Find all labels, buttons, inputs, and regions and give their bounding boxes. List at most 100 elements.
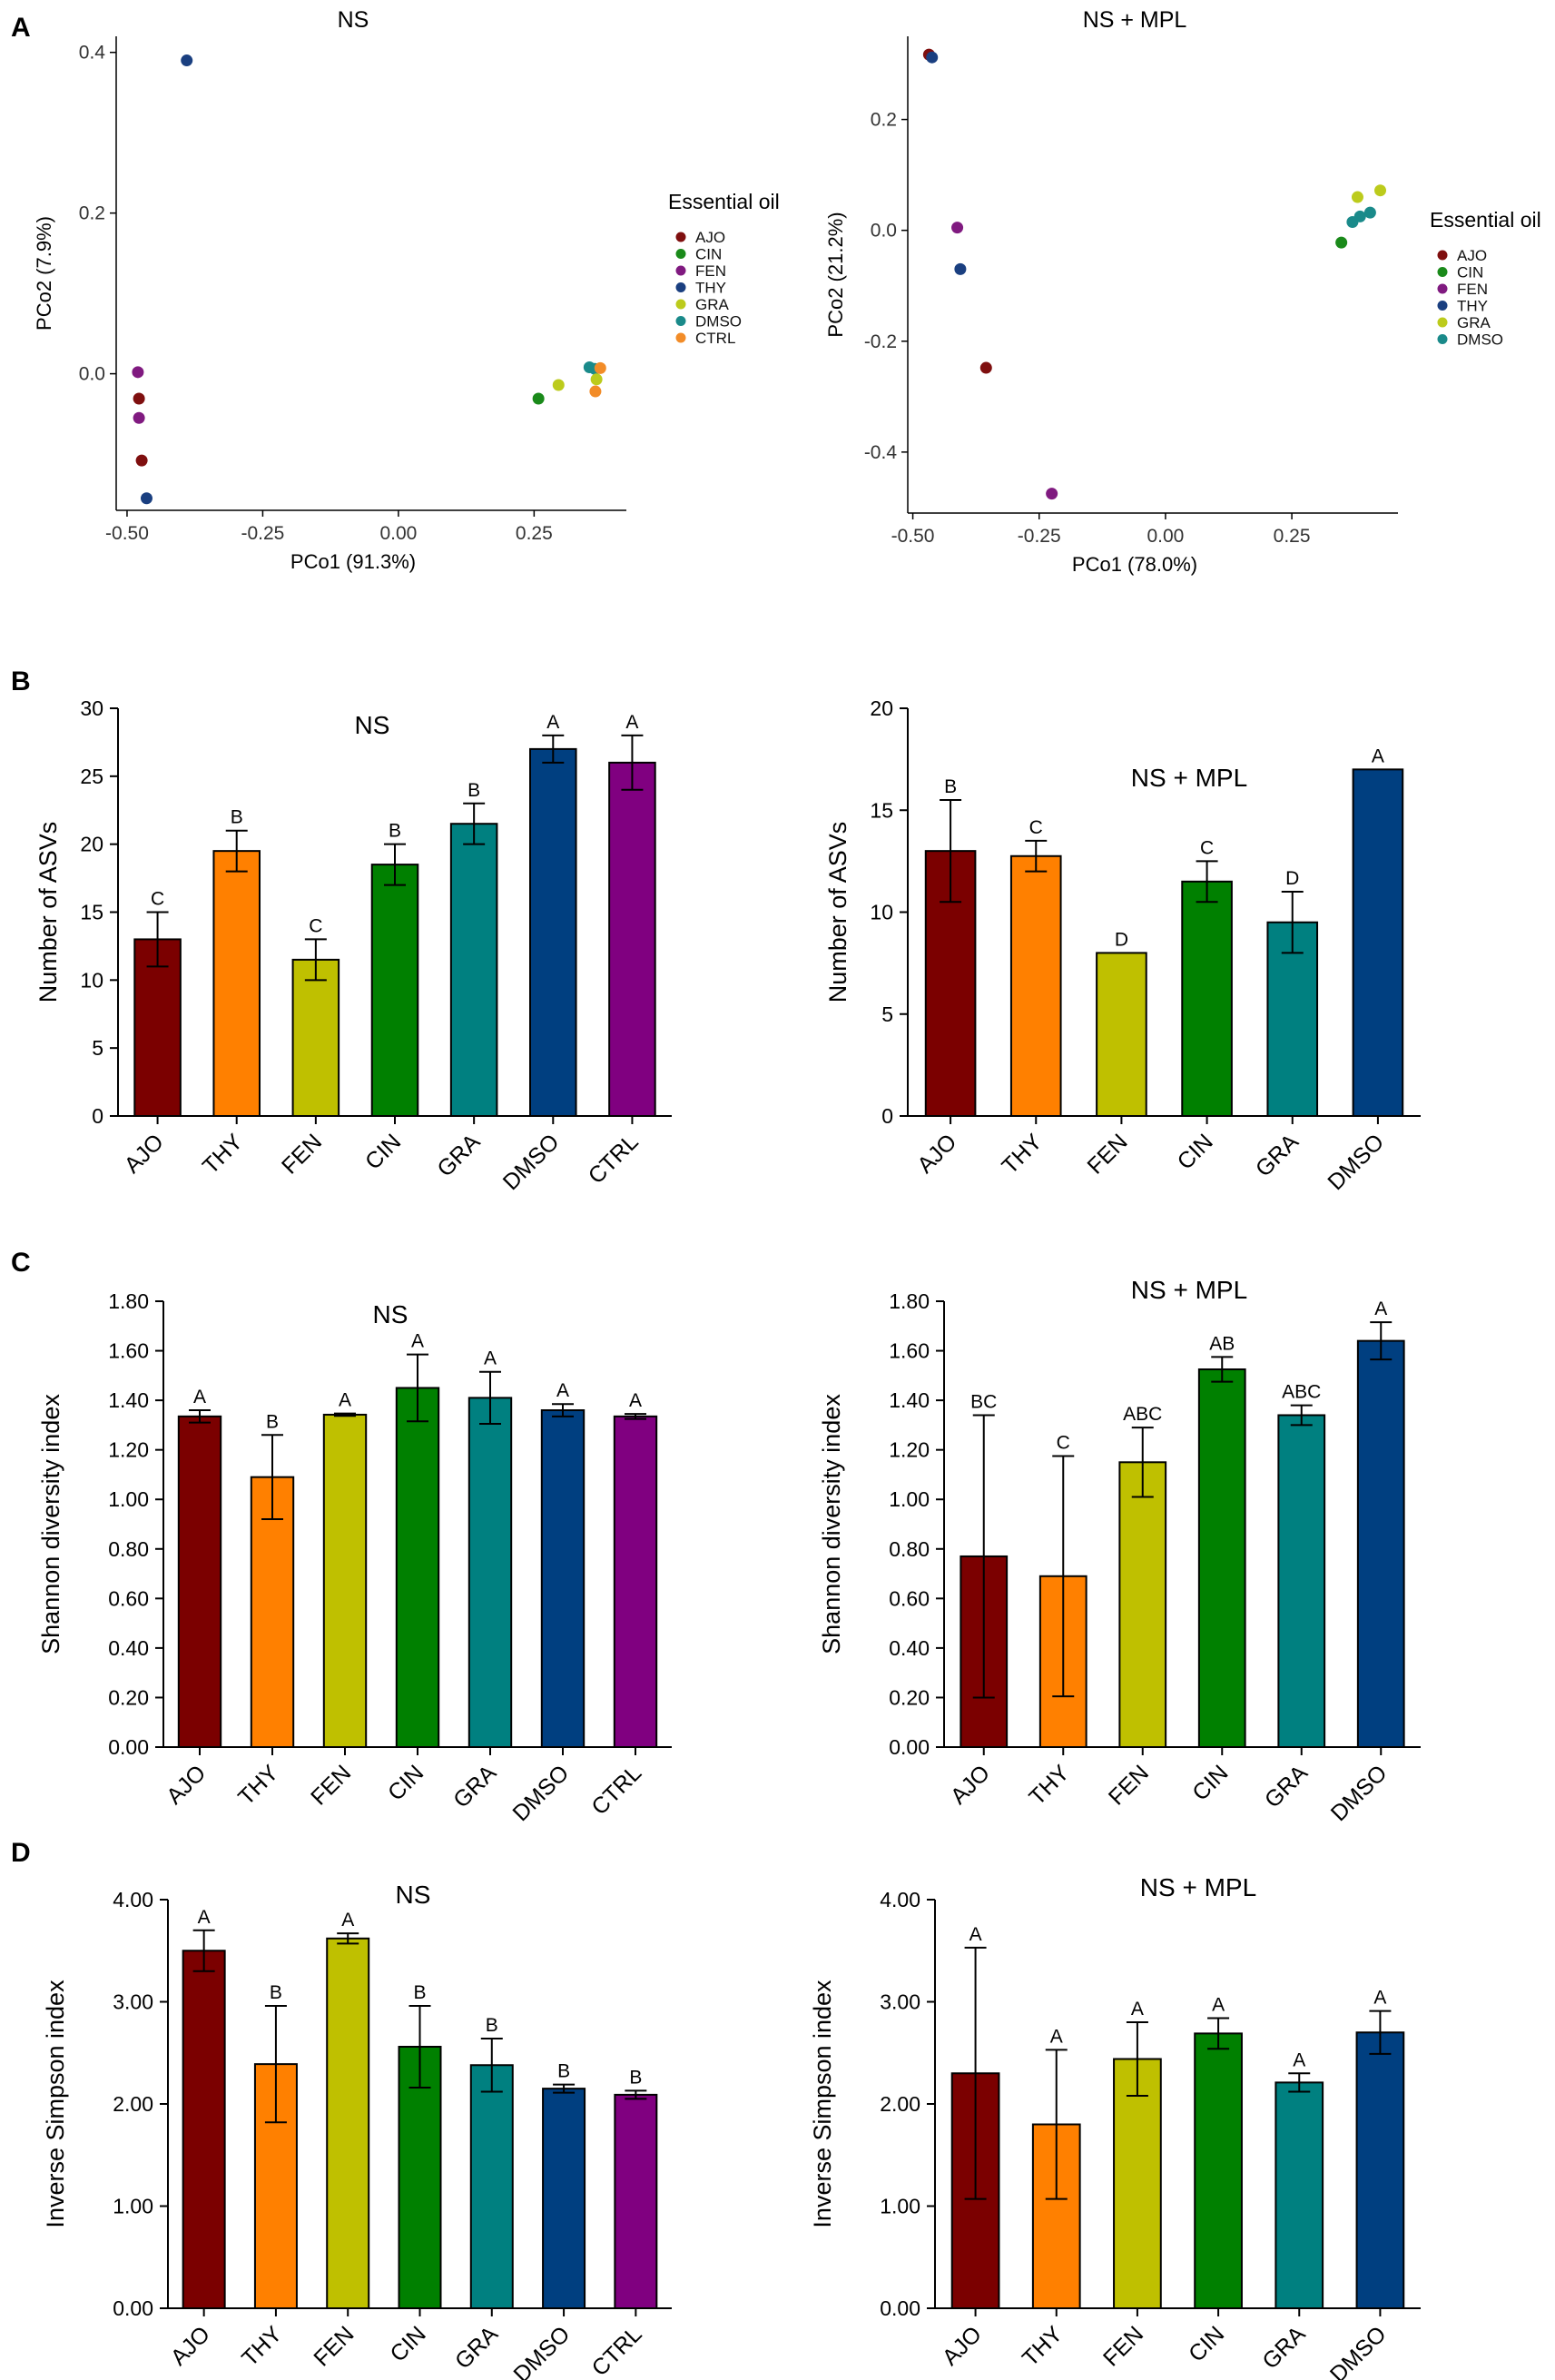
x-tick-label: CIN: [1187, 1760, 1233, 1805]
x-tick-label: FEN: [277, 1129, 327, 1179]
bar: [212, 850, 261, 1118]
y-tick-label: 30: [80, 696, 103, 720]
legend-marker: [1437, 250, 1448, 261]
y-tick-label: 0.2: [79, 203, 105, 224]
x-tick-label: FEN: [1104, 1760, 1154, 1810]
y-axis-label: PCo2 (21.2%): [824, 212, 847, 337]
bar: [1355, 2031, 1405, 2309]
legend-label: FEN: [695, 262, 726, 280]
y-tick-label: 1.00: [108, 1487, 149, 1511]
bar: [1197, 1368, 1246, 1749]
y-tick-label: 0: [92, 1104, 103, 1128]
pcoa-ns-mpl-chart: -0.50 -0.25 0.00 0.25 -0.4 -0.2 0.0 0.2 NS + MPL…: [824, 7, 1541, 576]
y-tick-label: 5: [92, 1036, 103, 1060]
y-tick-label: 1.00: [113, 2195, 153, 2218]
x-tick-label: THY: [997, 1129, 1047, 1179]
data-point: [1374, 184, 1387, 197]
x-tick-label: CIN: [1184, 2321, 1229, 2366]
x-tick-label: GRA: [1257, 2321, 1310, 2374]
legend-label: GRA: [1457, 314, 1491, 331]
bar: [182, 1950, 226, 2309]
bar: [608, 761, 656, 1117]
legend-label: CIN: [1457, 264, 1483, 281]
x-tick-label: 0.25: [516, 523, 553, 544]
significance-letter: A: [546, 712, 559, 733]
panel-label-d: D: [11, 1838, 31, 1868]
legend-label: DMSO: [1457, 331, 1503, 349]
legend-label: AJO: [1457, 247, 1487, 264]
x-tick-label: CTRL: [584, 1129, 644, 1189]
x-tick-label: -0.50: [891, 526, 935, 547]
y-tick-label: 3.00: [880, 1990, 920, 2014]
x-tick-label: THY: [1024, 1760, 1074, 1810]
x-axis-label: PCo1 (78.0%): [1072, 553, 1197, 576]
y-tick-label: 0.2: [871, 110, 897, 131]
x-tick-label: GRA: [450, 2321, 503, 2374]
significance-letter: BC: [970, 1391, 997, 1412]
significance-letter: B: [231, 807, 243, 828]
significance-letter: A: [198, 1907, 211, 1928]
data-point: [135, 454, 148, 467]
significance-letter: B: [467, 780, 480, 801]
legend-label: CIN: [695, 246, 722, 263]
x-tick-label: DMSO: [508, 2321, 575, 2380]
significance-letter: A: [484, 1348, 497, 1369]
y-tick-label: 0.00: [880, 2296, 920, 2320]
bar: [1356, 1339, 1405, 1748]
x-tick-label: -0.50: [105, 523, 149, 544]
chart-title: NS + MPL: [1083, 7, 1187, 33]
significance-letter: A: [1373, 1988, 1386, 2009]
data-point: [1353, 210, 1366, 222]
legend-label: CTRL: [695, 330, 735, 347]
x-tick-label: GRA: [432, 1129, 485, 1181]
x-axis-label: PCo1 (91.3%): [290, 550, 416, 573]
x-tick-label: AJO: [120, 1129, 169, 1178]
chart-title: NS + MPL: [1131, 1276, 1247, 1304]
y-axis-label: Inverse Simpson index: [809, 1980, 836, 2228]
x-tick-label: AJO: [162, 1760, 211, 1809]
x-tick-label: DMSO: [498, 1129, 565, 1195]
bar: [1181, 880, 1233, 1117]
x-tick-label: AJO: [912, 1129, 961, 1178]
legend-label: GRA: [695, 296, 730, 313]
legend-marker: [1437, 301, 1448, 311]
legend-label: THY: [695, 280, 726, 297]
invsimpson-ns-mpl-chart: 0.00 1.00 2.00 3.00 4.00 NS + MPL Inverse Simp…: [809, 1873, 1421, 2380]
significance-letter: B: [944, 776, 957, 797]
x-tick-label: CTRL: [586, 1760, 646, 1820]
y-tick-label: 0.00: [113, 2296, 153, 2320]
chart-title: NS: [338, 7, 369, 33]
legend-marker: [675, 249, 686, 259]
y-tick-label: 0.00: [889, 1735, 930, 1759]
y-axis-label: PCo2 (7.9%): [33, 216, 55, 331]
y-tick-label: 0.80: [108, 1537, 149, 1561]
x-tick-label: -0.25: [1018, 526, 1061, 547]
significance-letter: A: [625, 712, 638, 733]
y-tick-label: 15: [870, 798, 893, 822]
y-tick-label: 0: [881, 1104, 893, 1128]
significance-letter: A: [193, 1387, 206, 1407]
legend-label: AJO: [695, 229, 725, 246]
data-point: [140, 492, 153, 505]
y-tick-label: 1.40: [108, 1388, 149, 1412]
chart-title: NS: [396, 1881, 431, 1909]
y-tick-label: 25: [80, 765, 103, 788]
significance-letter: B: [270, 1982, 282, 2003]
y-axis-label: Number of ASVs: [34, 822, 62, 1003]
bar: [1266, 921, 1319, 1117]
x-tick-label: GRA: [448, 1760, 501, 1812]
y-tick-label: 4.00: [113, 1888, 153, 1911]
y-tick-label: 0.20: [108, 1685, 149, 1709]
significance-letter: A: [1374, 1299, 1387, 1319]
invsimpson-ns-chart: 0.00 1.00 2.00 3.00 4.00 NS Inverse Simpson in…: [42, 1881, 672, 2380]
chart-title: NS + MPL: [1140, 1873, 1256, 1901]
bar: [250, 1476, 295, 1749]
significance-letter: D: [1115, 929, 1128, 950]
y-tick-label: 0.0: [79, 364, 105, 385]
chart-title: NS: [373, 1300, 408, 1328]
bar: [177, 1415, 222, 1748]
bar: [1275, 2081, 1324, 2309]
y-tick-label: 0.0: [871, 221, 897, 242]
significance-letter: C: [1057, 1432, 1070, 1453]
x-tick-label: CIN: [383, 1760, 428, 1805]
